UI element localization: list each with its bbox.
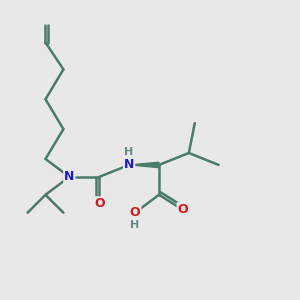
Polygon shape	[129, 162, 159, 168]
Text: O: O	[178, 203, 188, 216]
Text: O: O	[94, 197, 104, 210]
Text: O: O	[130, 206, 140, 219]
Text: N: N	[124, 158, 134, 171]
Text: N: N	[64, 170, 75, 183]
Text: H: H	[124, 147, 134, 158]
Text: H: H	[130, 220, 140, 230]
